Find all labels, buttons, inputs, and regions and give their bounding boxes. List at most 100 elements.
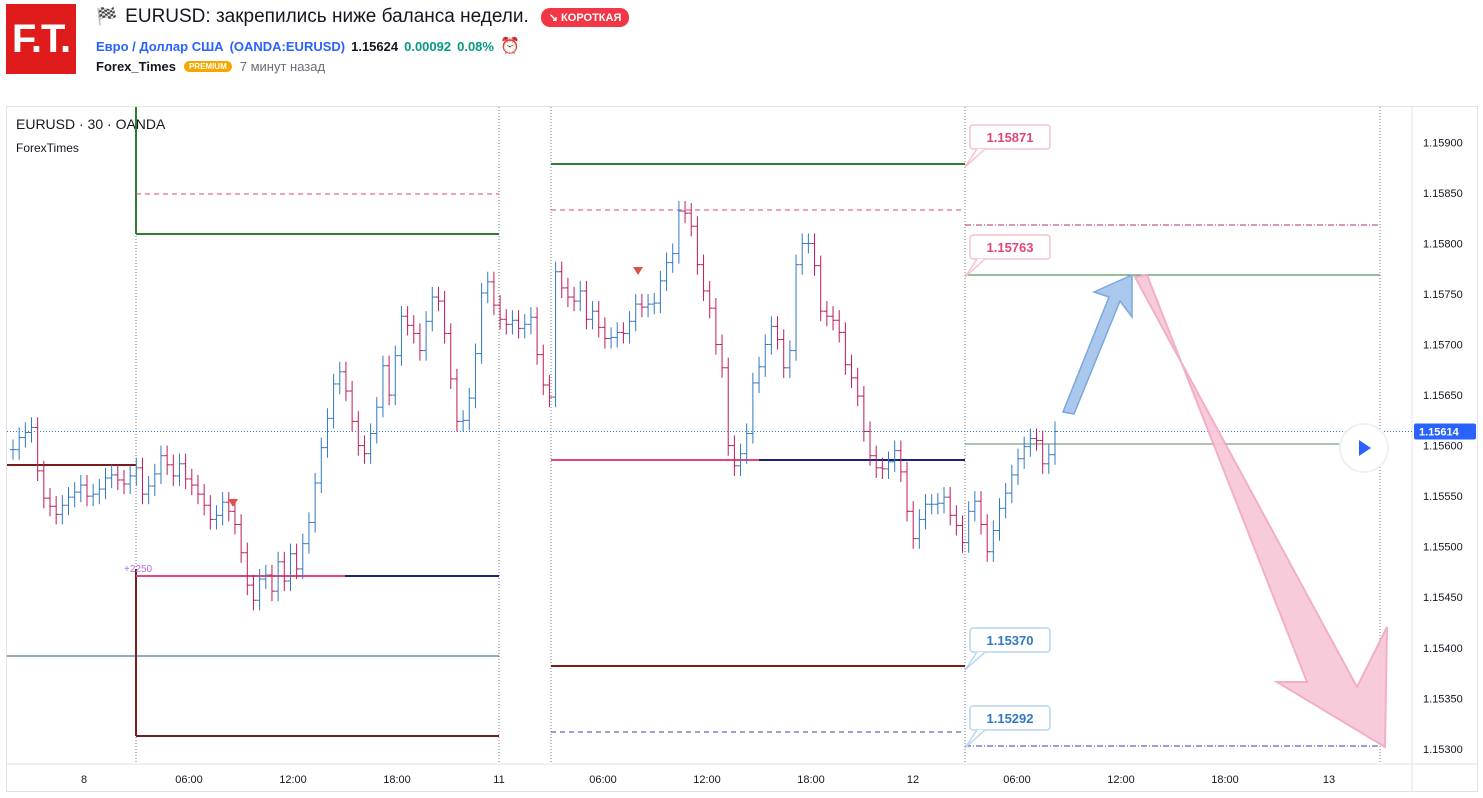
price-bar bbox=[552, 261, 559, 408]
price-bar bbox=[188, 468, 195, 496]
price-bar bbox=[472, 343, 479, 409]
price-bar bbox=[731, 435, 738, 476]
price-bar bbox=[435, 286, 442, 312]
y-tick-label: 1.15750 bbox=[1423, 289, 1463, 301]
price-bar bbox=[386, 355, 393, 406]
callout-box bbox=[969, 234, 1051, 260]
price-bar bbox=[410, 315, 417, 344]
y-tick-label: 1.15900 bbox=[1423, 137, 1463, 149]
price-bar bbox=[114, 464, 121, 491]
chart-panel[interactable]: 1.15900 1.15850 1.15800 1.15750 1.15700 1.156… bbox=[6, 106, 1478, 792]
price-bar bbox=[786, 340, 793, 378]
price-bar bbox=[996, 498, 1003, 541]
callout-pointer bbox=[964, 258, 986, 278]
price-bar bbox=[83, 474, 90, 507]
price-bar bbox=[120, 469, 127, 495]
price-bar bbox=[293, 543, 300, 580]
price-bar bbox=[737, 443, 744, 476]
price-bar bbox=[669, 243, 676, 273]
symbol-change: 0.00092 bbox=[404, 38, 452, 54]
chart-subtitle: ForexTimes bbox=[16, 141, 79, 155]
price-bar bbox=[645, 293, 652, 318]
price-bar bbox=[904, 461, 911, 522]
price-bar bbox=[268, 564, 275, 602]
price-bar bbox=[225, 492, 232, 522]
price-bar bbox=[59, 495, 66, 525]
price-bar bbox=[151, 463, 158, 497]
y-tick-label: 1.15350 bbox=[1423, 693, 1463, 705]
price-bar bbox=[429, 286, 436, 332]
price-bar bbox=[170, 454, 177, 487]
price-bar bbox=[416, 323, 423, 361]
short-badge[interactable]: ↘ КОРОТКАЯ bbox=[540, 7, 630, 27]
price-bar bbox=[157, 445, 164, 485]
price-bar bbox=[984, 514, 991, 562]
symbol-name[interactable]: Евро / Доллар США bbox=[96, 38, 224, 54]
price-bar bbox=[583, 280, 590, 330]
x-tick-label: 8 bbox=[81, 774, 87, 786]
price-bar bbox=[490, 271, 497, 316]
y-tick-label: 1.15550 bbox=[1423, 491, 1463, 503]
price-bar bbox=[620, 322, 627, 344]
current-price-label: 1.15614 bbox=[1419, 426, 1460, 438]
x-tick-label: 12:00 bbox=[1107, 774, 1135, 786]
price-bar bbox=[404, 306, 411, 336]
price-bar bbox=[885, 451, 892, 479]
x-tick-label: 12:00 bbox=[279, 774, 307, 786]
price-bar bbox=[423, 311, 430, 361]
price-bar bbox=[941, 487, 948, 514]
callout-box bbox=[969, 705, 1051, 731]
title-text: EURUSD: закрепились ниже баланса недели. bbox=[125, 6, 529, 27]
price-bar bbox=[1002, 483, 1009, 519]
price-bar bbox=[244, 542, 251, 596]
price-bar bbox=[910, 501, 917, 549]
price-bar bbox=[330, 373, 337, 429]
callout-label: 1.15763 bbox=[987, 240, 1034, 255]
price-bar bbox=[675, 201, 682, 264]
play-icon bbox=[1359, 440, 1371, 456]
alarm-clock-icon[interactable]: ⏰ bbox=[499, 38, 520, 55]
price-bar bbox=[305, 512, 312, 554]
price-bar bbox=[318, 437, 325, 494]
price-bar bbox=[848, 354, 855, 388]
price-bar bbox=[564, 277, 571, 308]
price-bar bbox=[953, 505, 960, 536]
price-bar bbox=[478, 282, 485, 364]
premium-badge: PREMIUM bbox=[183, 61, 232, 72]
price-bar bbox=[558, 261, 565, 299]
flag-icon: 🏁 bbox=[96, 7, 118, 26]
price-bar bbox=[287, 543, 294, 592]
price-bar bbox=[749, 372, 756, 444]
price-bar bbox=[238, 514, 245, 563]
price-bar bbox=[521, 314, 528, 339]
price-bar bbox=[589, 301, 596, 330]
y-tick-label: 1.15700 bbox=[1423, 340, 1463, 352]
price-bar bbox=[145, 475, 152, 505]
symbol-code[interactable]: (OANDA:EURUSD) bbox=[229, 38, 346, 54]
callout-label: 1.15292 bbox=[987, 711, 1034, 726]
price-bar bbox=[527, 307, 534, 335]
price-bar bbox=[663, 252, 670, 291]
current-price-tag bbox=[1414, 423, 1476, 440]
y-tick-label: 1.15500 bbox=[1423, 542, 1463, 554]
price-bar bbox=[108, 464, 115, 489]
price-bar bbox=[46, 488, 53, 517]
price-bar bbox=[133, 457, 140, 487]
price-bar bbox=[250, 574, 257, 611]
forextimes-logo: F.T. bbox=[6, 4, 76, 74]
price-bar bbox=[275, 551, 282, 602]
price-bar bbox=[540, 344, 547, 396]
level-callout: 1.15763 bbox=[964, 234, 1051, 278]
price-bar bbox=[774, 316, 781, 350]
y-tick-label: 1.15600 bbox=[1423, 441, 1463, 453]
price-bar bbox=[71, 481, 78, 508]
author-name[interactable]: Forex_Times bbox=[96, 59, 176, 74]
price-bar bbox=[231, 501, 238, 535]
price-bar bbox=[854, 367, 861, 407]
signal-marker bbox=[633, 267, 643, 275]
price-bar bbox=[355, 411, 362, 456]
price-chart[interactable]: 1.15900 1.15850 1.15800 1.15750 1.15700 1.156… bbox=[7, 107, 1477, 791]
price-bar bbox=[700, 254, 707, 302]
price-bar bbox=[706, 280, 713, 319]
price-bar bbox=[262, 564, 269, 590]
